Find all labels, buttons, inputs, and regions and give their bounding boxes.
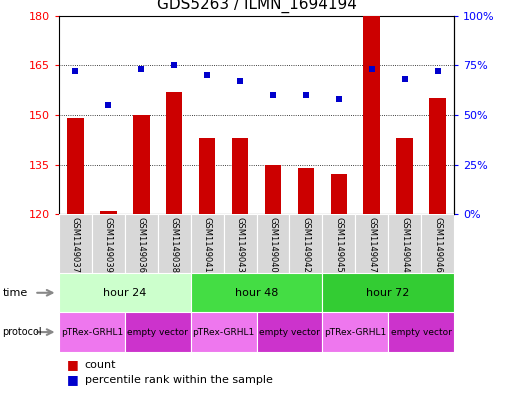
- Bar: [199, 138, 215, 214]
- Text: pTRex-GRHL1: pTRex-GRHL1: [61, 328, 123, 336]
- Bar: [59, 312, 125, 352]
- Point: [334, 96, 343, 102]
- Point: [71, 68, 80, 74]
- Bar: [191, 214, 224, 273]
- Bar: [232, 138, 248, 214]
- Point: [170, 62, 179, 68]
- Text: GSM1149045: GSM1149045: [334, 217, 343, 273]
- Bar: [191, 273, 322, 312]
- Bar: [100, 211, 116, 214]
- Bar: [364, 16, 380, 214]
- Bar: [421, 214, 454, 273]
- Text: GSM1149043: GSM1149043: [235, 217, 245, 273]
- Text: empty vector: empty vector: [259, 328, 320, 336]
- Text: count: count: [85, 360, 116, 370]
- Bar: [322, 312, 388, 352]
- Text: GSM1149040: GSM1149040: [268, 217, 278, 273]
- Text: empty vector: empty vector: [127, 328, 188, 336]
- Bar: [158, 214, 191, 273]
- Bar: [92, 214, 125, 273]
- Text: pTRex-GRHL1: pTRex-GRHL1: [192, 328, 255, 336]
- Bar: [265, 165, 281, 214]
- Text: GSM1149037: GSM1149037: [71, 217, 80, 273]
- Text: percentile rank within the sample: percentile rank within the sample: [85, 375, 272, 385]
- Bar: [355, 214, 388, 273]
- Bar: [429, 98, 446, 214]
- Point: [236, 78, 244, 84]
- Bar: [388, 214, 421, 273]
- Bar: [397, 138, 413, 214]
- Bar: [322, 273, 454, 312]
- Bar: [59, 214, 92, 273]
- Point: [104, 102, 112, 108]
- Text: GSM1149044: GSM1149044: [400, 217, 409, 273]
- Text: ■: ■: [67, 358, 78, 371]
- Text: empty vector: empty vector: [391, 328, 451, 336]
- Point: [433, 68, 442, 74]
- Text: GSM1149042: GSM1149042: [301, 217, 310, 273]
- Point: [368, 66, 376, 72]
- Bar: [256, 214, 289, 273]
- Text: GSM1149038: GSM1149038: [170, 217, 179, 273]
- Bar: [322, 214, 355, 273]
- Text: GSM1149036: GSM1149036: [137, 217, 146, 273]
- Point: [269, 92, 277, 98]
- Text: hour 72: hour 72: [366, 288, 410, 298]
- Text: GSM1149047: GSM1149047: [367, 217, 376, 273]
- Text: GSM1149039: GSM1149039: [104, 217, 113, 273]
- Text: GSM1149046: GSM1149046: [433, 217, 442, 273]
- Bar: [298, 168, 314, 214]
- Point: [302, 92, 310, 98]
- Bar: [224, 214, 256, 273]
- Bar: [256, 312, 322, 352]
- Text: protocol: protocol: [3, 327, 42, 337]
- Text: hour 24: hour 24: [103, 288, 147, 298]
- Bar: [67, 118, 84, 214]
- Point: [401, 76, 409, 83]
- Text: ■: ■: [67, 373, 78, 386]
- Text: GSM1149041: GSM1149041: [203, 217, 212, 273]
- Bar: [166, 92, 183, 214]
- Bar: [125, 214, 158, 273]
- Bar: [191, 312, 256, 352]
- Point: [203, 72, 211, 78]
- Bar: [388, 312, 454, 352]
- Text: time: time: [3, 288, 28, 298]
- Bar: [289, 214, 322, 273]
- Bar: [330, 174, 347, 214]
- Point: [137, 66, 145, 72]
- Bar: [59, 273, 191, 312]
- Bar: [133, 115, 149, 214]
- Bar: [125, 312, 191, 352]
- Text: pTRex-GRHL1: pTRex-GRHL1: [324, 328, 386, 336]
- Text: hour 48: hour 48: [235, 288, 278, 298]
- Title: GDS5263 / ILMN_1694194: GDS5263 / ILMN_1694194: [156, 0, 357, 13]
